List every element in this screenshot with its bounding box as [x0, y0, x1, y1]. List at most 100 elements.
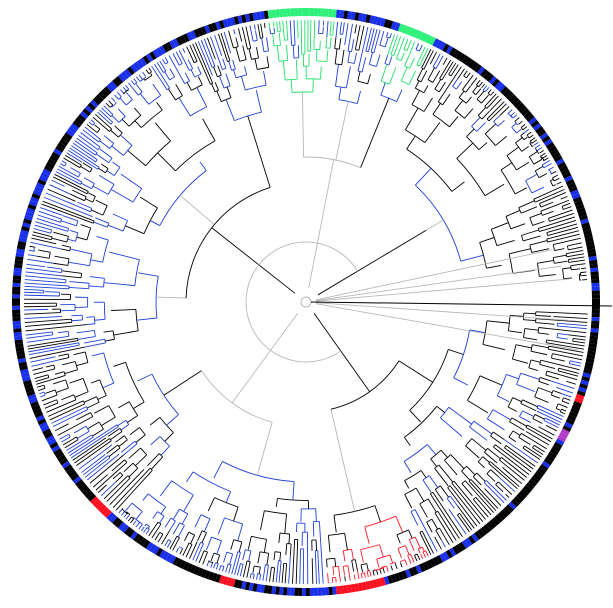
internal-branch [439, 527, 446, 539]
clade-arc [473, 496, 477, 500]
internal-branch [538, 173, 548, 179]
tip-marker [302, 587, 306, 596]
node-arc [381, 80, 390, 85]
internal-branch [332, 566, 335, 576]
tip-marker [571, 404, 581, 411]
internal-branch [92, 428, 104, 437]
internal-branch [472, 476, 482, 486]
tip-branch [421, 522, 438, 552]
tip-marker [582, 372, 591, 379]
internal-branch [366, 563, 369, 571]
node-arc [343, 565, 348, 567]
tip-marker [390, 574, 397, 583]
tip-branch [262, 564, 266, 581]
internal-branch [432, 70, 441, 83]
internal-branch [115, 101, 117, 104]
internal-branch [315, 49, 318, 61]
tip-branch [354, 24, 357, 34]
tip-branch [552, 174, 559, 179]
tip-marker [68, 470, 77, 478]
node-arc [523, 328, 526, 338]
internal-branch [83, 338, 105, 344]
tip-branch [547, 233, 580, 243]
tip-marker [343, 10, 349, 19]
internal-branch [551, 357, 565, 362]
tip-marker [12, 305, 21, 310]
node-arc [235, 74, 247, 79]
tip-marker [65, 467, 75, 475]
tip-branch [86, 453, 120, 481]
tip-marker [109, 80, 118, 90]
tip-marker [37, 178, 47, 186]
node-arc [381, 565, 387, 568]
internal-branch [408, 70, 416, 85]
internal-branch [82, 162, 93, 170]
tip-marker [14, 339, 23, 345]
node-arc [89, 168, 93, 173]
tip-branch [49, 403, 85, 421]
internal-branch [135, 454, 148, 466]
clade-arc [50, 236, 53, 240]
tip-marker [23, 218, 32, 225]
tip-marker [152, 49, 160, 59]
clade-arc [448, 74, 452, 77]
tip-branch [202, 551, 208, 565]
tip-marker [387, 20, 394, 29]
internal-branch [334, 48, 338, 64]
internal-branch [92, 185, 109, 195]
tip-branch [370, 28, 378, 53]
internal-branch [436, 405, 445, 413]
internal-branch [471, 438, 487, 451]
internal-branch [334, 558, 337, 567]
clade-arc [56, 399, 59, 404]
internal-branch [368, 52, 373, 65]
tip-marker [537, 467, 547, 475]
tip-branch [539, 150, 545, 154]
tip-branch [172, 537, 180, 551]
node-arc [434, 485, 441, 490]
internal-branch [537, 259, 554, 264]
tip-marker [497, 83, 506, 92]
node-arc [90, 412, 94, 417]
internal-branch [98, 174, 115, 185]
internal-branch [205, 536, 212, 551]
tip-branch [566, 380, 576, 385]
node-arc [67, 353, 70, 358]
node-arc [477, 456, 484, 463]
tip-marker [560, 168, 570, 176]
internal-branch [486, 473, 496, 482]
tip-marker [372, 579, 379, 588]
internal-branch [45, 389, 56, 394]
internal-branch [538, 327, 550, 330]
internal-branch [61, 275, 82, 279]
clade-arc [168, 539, 172, 542]
internal-branch [553, 254, 567, 259]
tip-branch [389, 33, 392, 39]
internal-branch [152, 83, 162, 96]
internal-branch [423, 97, 433, 112]
clade-arc [246, 560, 251, 563]
tip-marker [328, 586, 333, 596]
tip-marker [145, 541, 154, 551]
internal-branch [414, 536, 421, 549]
node-arc [139, 427, 146, 436]
tip-branch [228, 30, 232, 40]
tip-branch [342, 22, 345, 35]
internal-branch [247, 536, 252, 550]
tip-marker [555, 438, 565, 446]
tip-branch [49, 184, 71, 195]
tip-branch [24, 315, 62, 320]
tip-marker [361, 13, 368, 23]
internal-branch [217, 65, 222, 76]
tip-branch [558, 367, 579, 374]
tip-marker [586, 354, 596, 360]
internal-branch [218, 59, 223, 70]
tip-marker [565, 418, 575, 426]
tip-branch [136, 76, 141, 82]
internal-branch [90, 259, 103, 263]
tip-marker [570, 189, 580, 197]
node-arc [254, 565, 261, 568]
internal-branch [477, 107, 487, 116]
clade-arc [486, 118, 490, 122]
tip-marker [383, 19, 390, 28]
